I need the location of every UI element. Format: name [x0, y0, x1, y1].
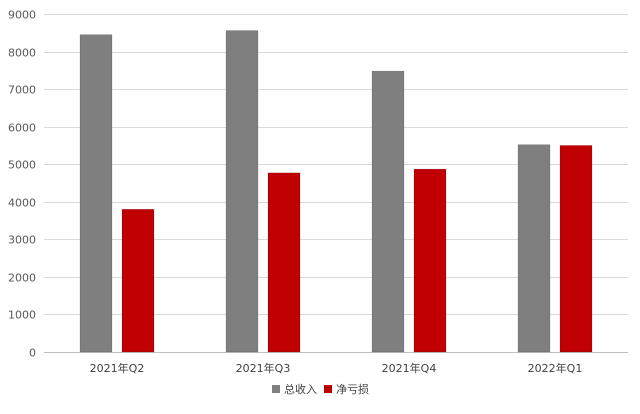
bar-net-loss — [267, 172, 301, 353]
y-tick-label: 7000 — [8, 84, 36, 97]
x-category-label: 2021年Q4 — [382, 361, 437, 375]
y-tick-label: 5000 — [8, 159, 36, 172]
legend-label: 净亏损 — [336, 382, 369, 396]
legend-swatch — [272, 385, 280, 393]
legend-swatch — [324, 385, 332, 393]
bar-net-loss — [413, 168, 447, 353]
bar-revenue — [371, 70, 405, 353]
bars — [79, 30, 593, 353]
x-category-label: 2022年Q1 — [528, 361, 583, 375]
x-category-label: 2021年Q3 — [236, 361, 291, 375]
bar-net-loss — [121, 209, 155, 353]
x-axis-labels: 2021年Q2 2021年Q3 2021年Q4 2022年Q1 — [90, 361, 583, 375]
y-tick-label: 9000 — [8, 9, 36, 22]
y-tick-label: 2000 — [8, 272, 36, 285]
y-tick-label: 3000 — [8, 234, 36, 247]
bar-net-loss — [559, 145, 593, 353]
bar-revenue — [517, 144, 551, 353]
y-axis-ticks: 0 1000 2000 3000 4000 5000 6000 7000 8000 9000 — [8, 9, 36, 360]
y-tick-label: 1000 — [8, 309, 36, 322]
y-tick-label: 8000 — [8, 47, 36, 60]
y-tick-label: 0 — [29, 347, 36, 360]
legend-label: 总收入 — [284, 382, 317, 396]
y-tick-label: 6000 — [8, 122, 36, 135]
y-tick-label: 4000 — [8, 197, 36, 210]
x-category-label: 2021年Q2 — [90, 361, 145, 375]
legend: 总收入 净亏损 — [272, 382, 369, 396]
bar-revenue — [225, 30, 259, 353]
bar-revenue — [79, 34, 113, 353]
